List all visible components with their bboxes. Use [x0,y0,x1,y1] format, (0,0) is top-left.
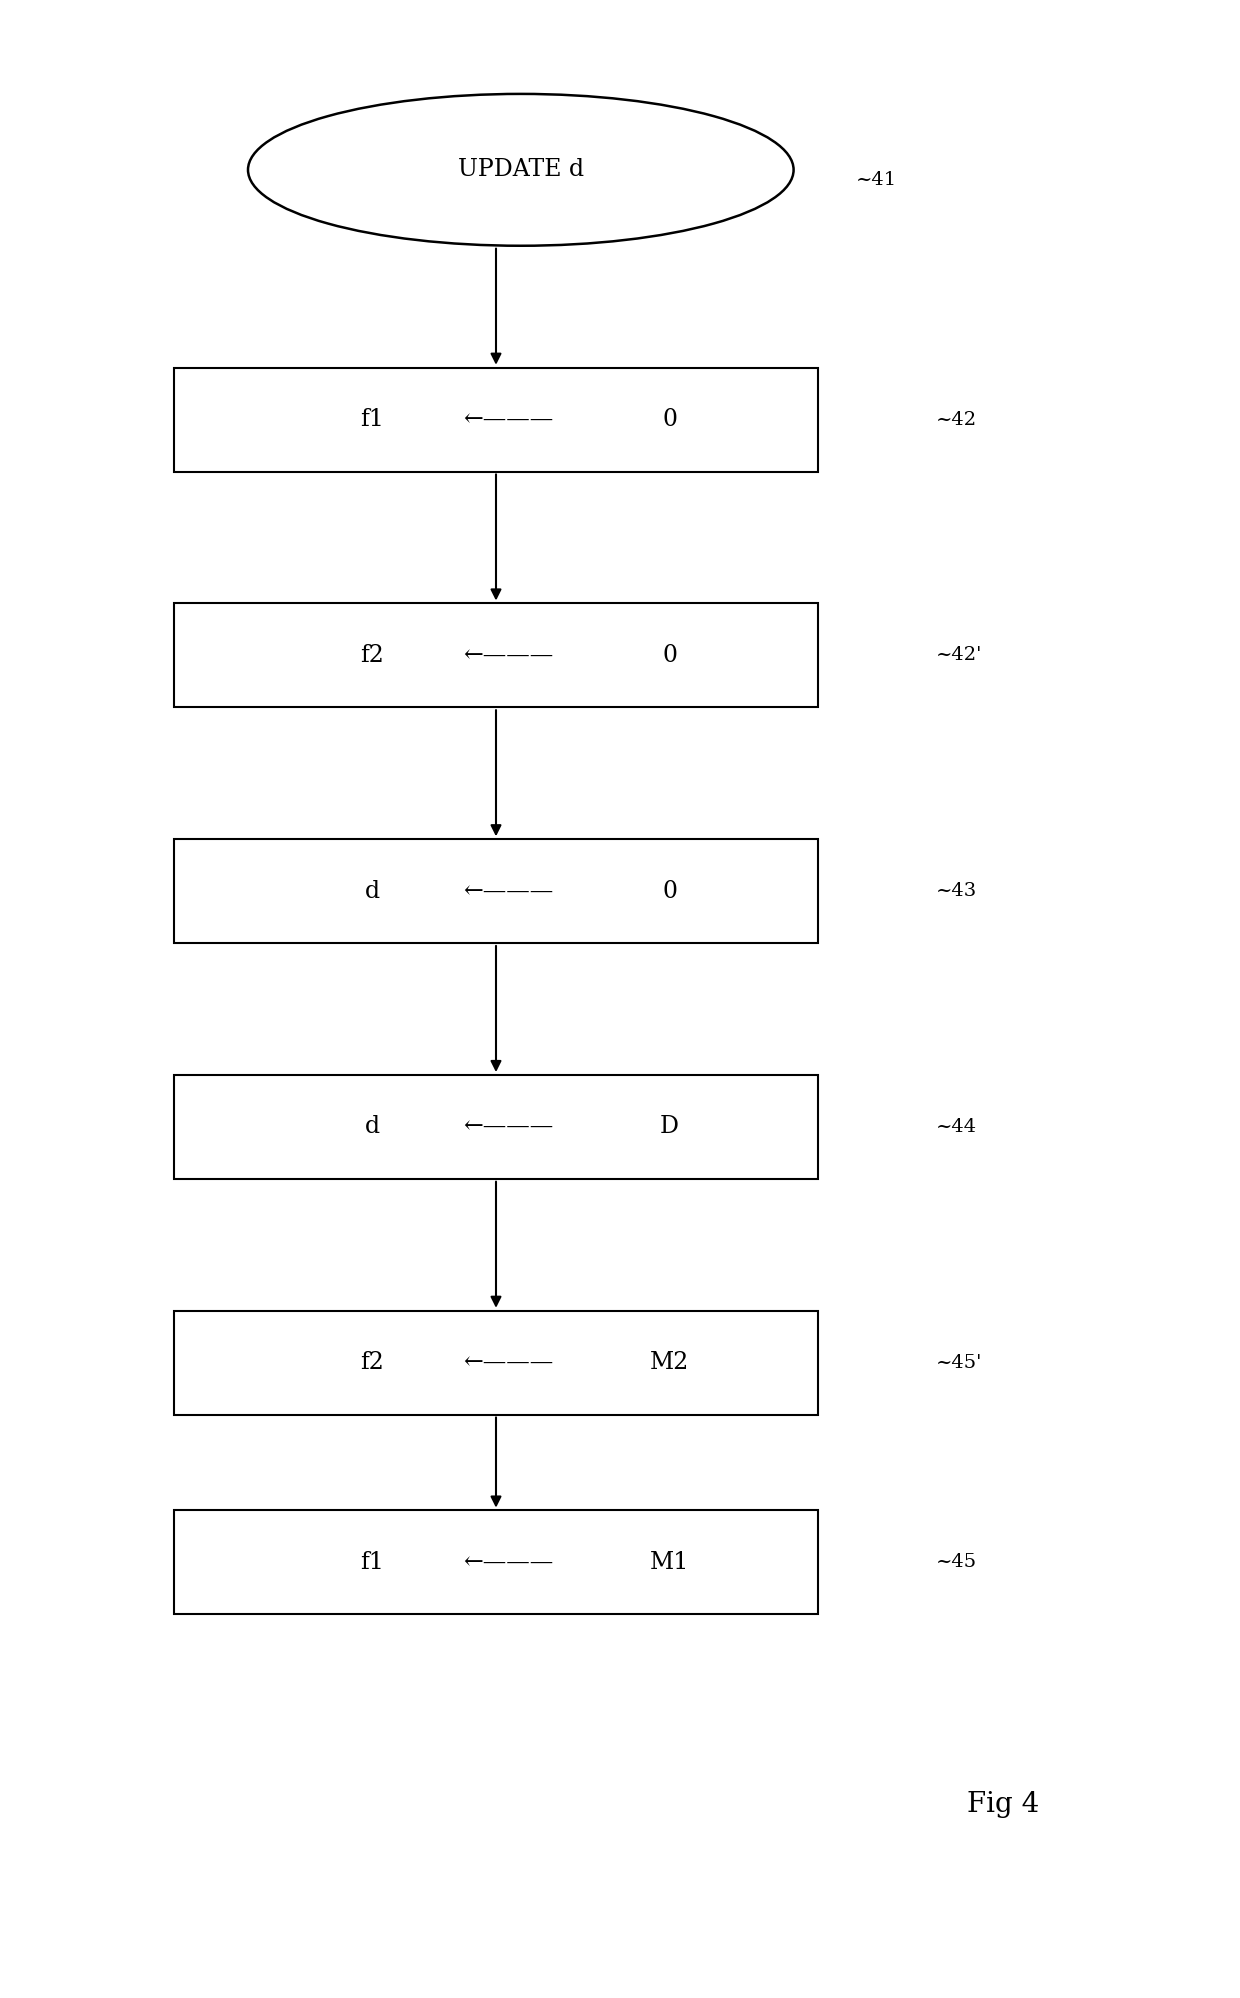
Text: ~44: ~44 [936,1117,977,1137]
Text: M1: M1 [650,1550,689,1574]
Text: d: d [365,879,379,903]
Text: ←———: ←——— [464,1351,553,1375]
Text: UPDATE d: UPDATE d [458,158,584,182]
Bar [174,839,818,943]
Text: f2: f2 [360,643,384,667]
Text: ←———: ←——— [464,1550,553,1574]
Text: d: d [365,1115,379,1139]
Text: 0: 0 [662,408,677,432]
Text: f1: f1 [360,408,384,432]
Bar [174,1510,818,1614]
Text: ←———: ←——— [464,408,553,432]
Text: ~45: ~45 [936,1552,977,1572]
Text: ←———: ←——— [464,879,553,903]
Bar [174,1075,818,1179]
Text: ~45': ~45' [936,1353,982,1373]
Text: ~42: ~42 [936,410,977,430]
Text: ~42': ~42' [936,645,982,665]
Text: M2: M2 [650,1351,689,1375]
Text: ~43: ~43 [936,881,977,901]
Bar [174,368,818,472]
Text: ←———: ←——— [464,643,553,667]
Text: D: D [660,1115,680,1139]
Bar [174,1311,818,1415]
Text: f2: f2 [360,1351,384,1375]
Text: ←———: ←——— [464,1115,553,1139]
Text: 0: 0 [662,643,677,667]
Text: ~41: ~41 [856,170,897,190]
Text: Fig 4: Fig 4 [967,1790,1039,1818]
Text: f1: f1 [360,1550,384,1574]
Text: 0: 0 [662,879,677,903]
Bar [174,603,818,707]
